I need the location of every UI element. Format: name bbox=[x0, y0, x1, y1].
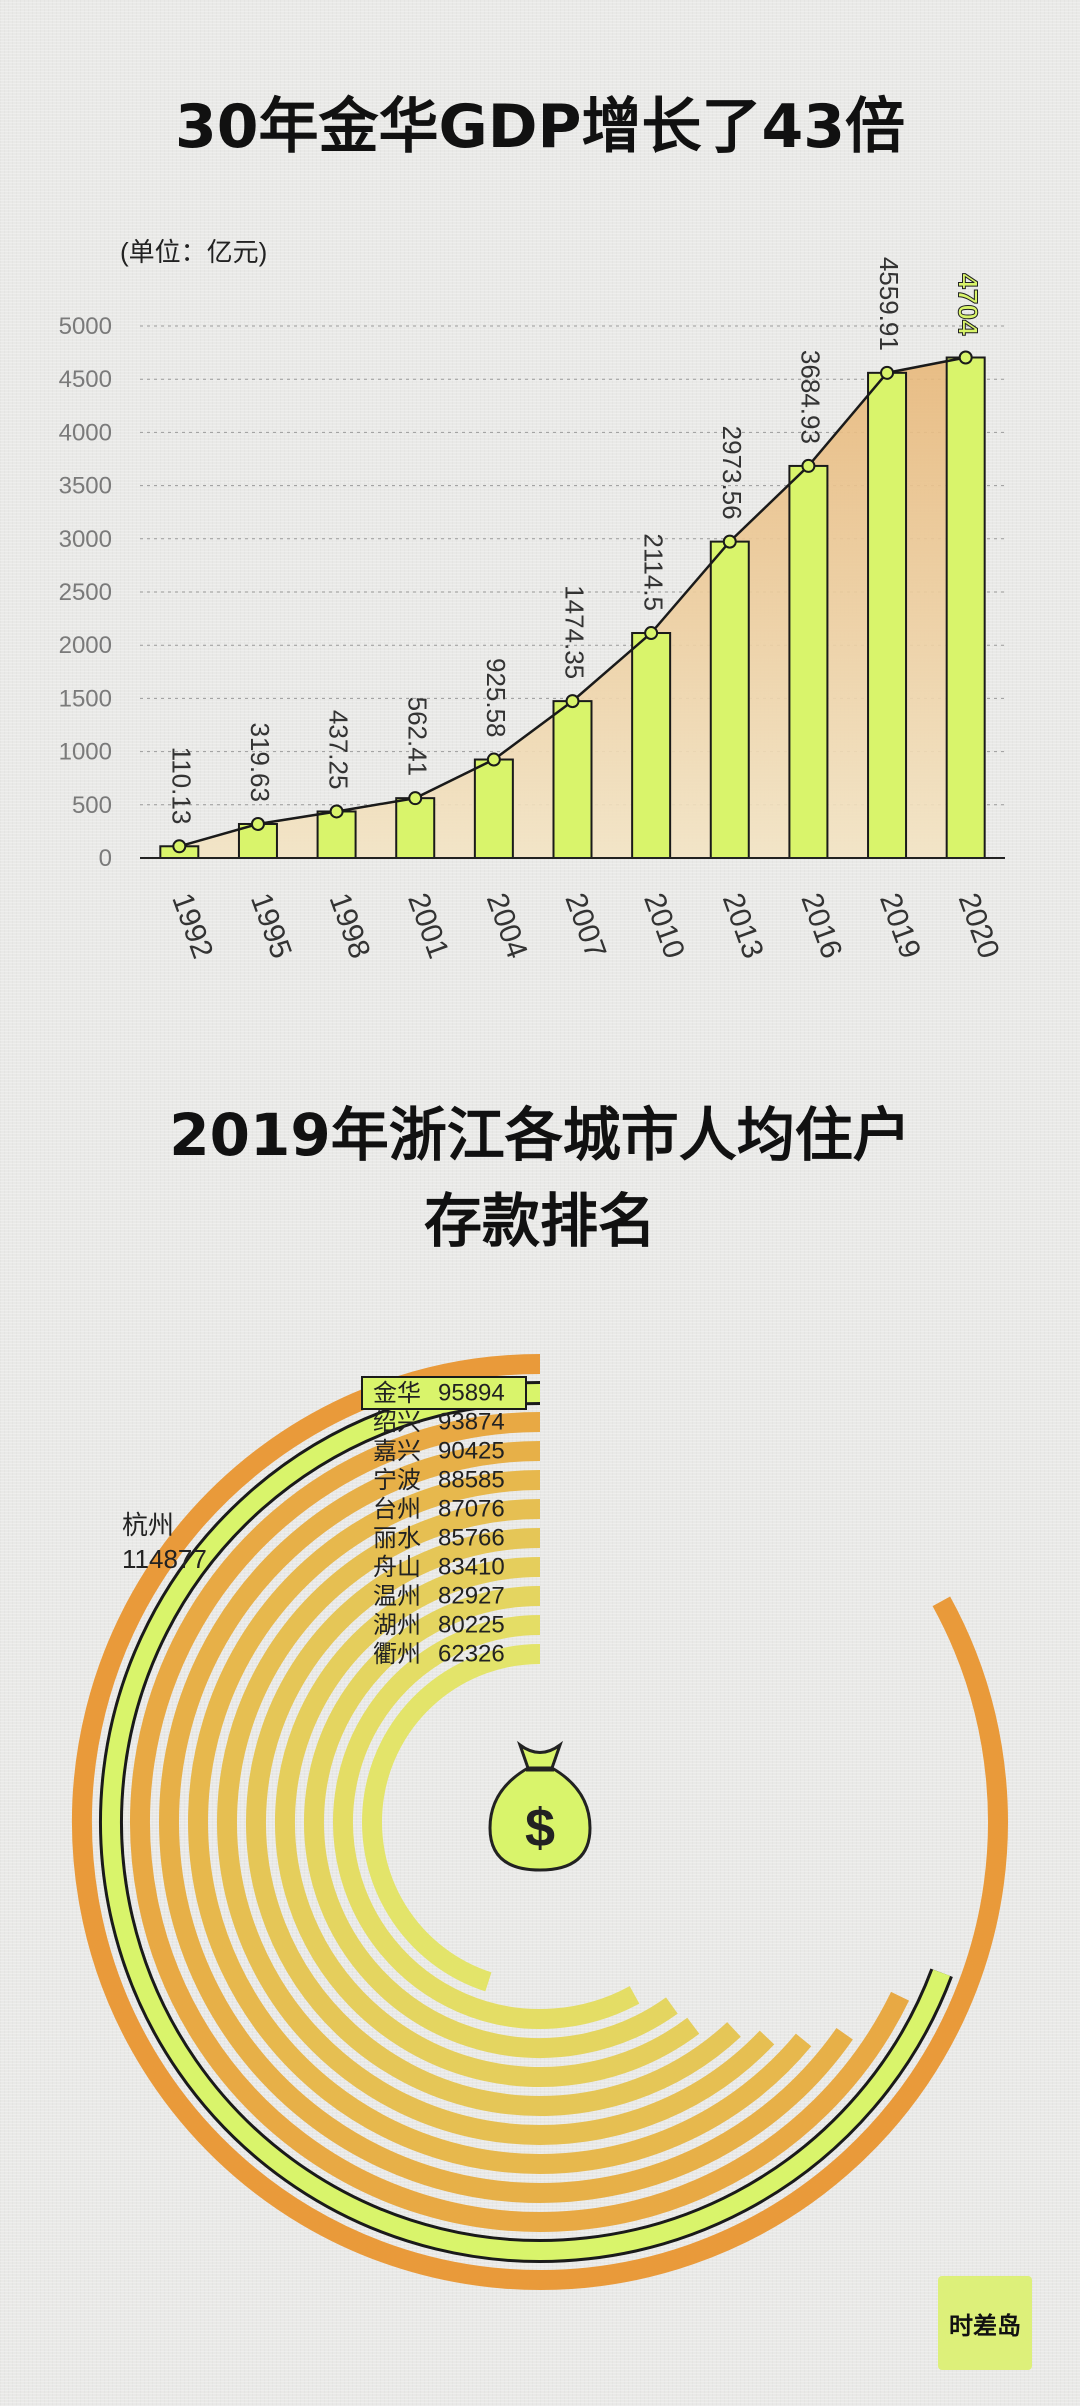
deposit-title-line2: 存款排名 bbox=[423, 1187, 656, 1255]
point-2013 bbox=[722, 534, 737, 549]
ring-嘉兴 bbox=[159, 1441, 853, 2203]
ring-湖州 bbox=[333, 1615, 640, 2029]
ring-台州 bbox=[217, 1499, 775, 2145]
deposit-title-line1: 2019年浙江各城市人均住户 bbox=[169, 1101, 911, 1169]
y-tick-label: 3500 bbox=[59, 473, 112, 500]
bar-2016 bbox=[788, 464, 829, 859]
ring-舟山 bbox=[275, 1557, 700, 2087]
city-value: 62326 bbox=[438, 1640, 505, 1667]
value-label: 2973.56 bbox=[717, 426, 747, 520]
value-label: 2114.5 bbox=[638, 533, 668, 611]
value-label: 4704 bbox=[952, 273, 983, 336]
x-tick-label: 2010 bbox=[637, 889, 691, 963]
city-value: 90425 bbox=[438, 1437, 505, 1464]
city-label: 台州 bbox=[373, 1495, 421, 1523]
value-label: 437.25 bbox=[324, 710, 354, 790]
ring-金华-outline bbox=[99, 1381, 953, 2263]
y-tick-label: 3000 bbox=[59, 526, 112, 553]
value-label: 925.58 bbox=[481, 658, 511, 738]
point-2019 bbox=[880, 365, 895, 380]
point-2020 bbox=[958, 350, 973, 365]
city-value: 85766 bbox=[438, 1524, 505, 1551]
value-label: 1474.35 bbox=[560, 585, 590, 679]
bar-2004 bbox=[473, 758, 514, 860]
ring-温州 bbox=[304, 1586, 678, 2058]
y-tick-label: 4500 bbox=[59, 366, 112, 393]
city-label: 丽水 bbox=[373, 1524, 421, 1552]
brand-logo: 时差岛 bbox=[938, 2276, 1032, 2370]
y-tick-label: 0 bbox=[99, 845, 112, 872]
bar-2019 bbox=[867, 371, 908, 859]
y-tick-label: 500 bbox=[72, 792, 112, 819]
deposit-chart-title: 2019年浙江各城市人均住户 存款排名 bbox=[0, 1092, 1080, 1264]
point-1992 bbox=[172, 839, 187, 854]
x-tick-label: 2016 bbox=[794, 889, 848, 963]
y-tick-label: 2000 bbox=[59, 632, 112, 659]
y-tick-label: 1500 bbox=[59, 685, 112, 712]
point-1995 bbox=[250, 816, 265, 831]
x-tick-label: 1995 bbox=[244, 889, 298, 963]
ring-金华 bbox=[102, 1384, 951, 2260]
y-tick-label: 5000 bbox=[59, 313, 112, 340]
ring-衢州 bbox=[362, 1644, 541, 1992]
city-label: 金华 bbox=[373, 1379, 421, 1407]
value-label: 110.13 bbox=[166, 747, 196, 825]
unit-label: (单位：亿元) bbox=[120, 237, 268, 267]
x-tick-label: 1998 bbox=[323, 889, 377, 963]
city-label: 舟山 bbox=[373, 1553, 421, 1581]
x-tick-label: 2004 bbox=[480, 889, 534, 963]
city-label: 嘉兴 bbox=[373, 1437, 421, 1465]
area-fill bbox=[179, 357, 966, 858]
bar-2007 bbox=[552, 700, 593, 859]
city-value: 88585 bbox=[438, 1466, 505, 1493]
ring-绍兴 bbox=[130, 1412, 910, 2232]
y-tick-label: 2500 bbox=[59, 579, 112, 606]
bar-2001 bbox=[395, 797, 436, 859]
city-label: 衢州 bbox=[373, 1640, 421, 1668]
gdp-chart-title: 30年金华GDP增长了43倍 bbox=[174, 92, 906, 162]
point-2004 bbox=[486, 752, 501, 767]
city-value: 87076 bbox=[438, 1495, 505, 1522]
city-value: 114877 bbox=[122, 1544, 207, 1574]
bar-2010 bbox=[631, 632, 672, 860]
y-tick-label: 4000 bbox=[59, 419, 112, 446]
point-2001 bbox=[408, 791, 423, 806]
city-label: 湖州 bbox=[373, 1611, 421, 1639]
city-value: 82927 bbox=[438, 1582, 505, 1609]
ring-labels: 金华 95894 绍兴 93874 嘉兴 90425 宁波 88585 台州 87076 丽水 857… bbox=[361, 1376, 527, 1668]
x-tick-label: 2007 bbox=[558, 889, 612, 963]
value-label: 4559.91 bbox=[874, 257, 904, 351]
ring-丽水 bbox=[246, 1528, 741, 2116]
x-tick-label: 2020 bbox=[952, 889, 1006, 963]
city-label: 宁波 bbox=[373, 1466, 421, 1494]
value-label: 3684.93 bbox=[796, 350, 826, 444]
point-2016 bbox=[801, 458, 816, 473]
rings bbox=[72, 1354, 1008, 2290]
city-value: 95894 bbox=[438, 1379, 505, 1406]
city-label: 温州 bbox=[373, 1582, 421, 1610]
x-tick-label: 1992 bbox=[165, 889, 219, 963]
bar-2013 bbox=[709, 540, 750, 859]
y-tick-label: 1000 bbox=[59, 739, 112, 766]
value-label: 319.63 bbox=[245, 722, 275, 802]
highlight-label-box bbox=[361, 1376, 527, 1410]
x-tick-label: 2013 bbox=[716, 889, 770, 963]
city-value: 80225 bbox=[438, 1611, 505, 1638]
dollar-sign: $ bbox=[525, 1798, 555, 1858]
x-tick-label: 2019 bbox=[873, 889, 927, 963]
city-label: 绍兴 bbox=[373, 1408, 421, 1436]
ring-杭州 bbox=[72, 1354, 1008, 2290]
city-label: 杭州 bbox=[122, 1511, 174, 1541]
money-bag-icon: $ bbox=[488, 1740, 592, 1872]
city-value: 93874 bbox=[438, 1408, 505, 1435]
x-tick-label: 2001 bbox=[401, 889, 455, 963]
bar-2020 bbox=[945, 356, 986, 859]
point-2010 bbox=[644, 626, 659, 641]
ring-宁波 bbox=[188, 1470, 812, 2174]
city-value: 83410 bbox=[438, 1553, 505, 1580]
point-2007 bbox=[565, 694, 580, 709]
point-1998 bbox=[329, 804, 344, 819]
gdp-bar-chart: 0 500 1000 1500 2000 2500 3000 3500 4000 4500 5000… bbox=[59, 257, 1006, 963]
value-label: 562.41 bbox=[402, 697, 432, 777]
